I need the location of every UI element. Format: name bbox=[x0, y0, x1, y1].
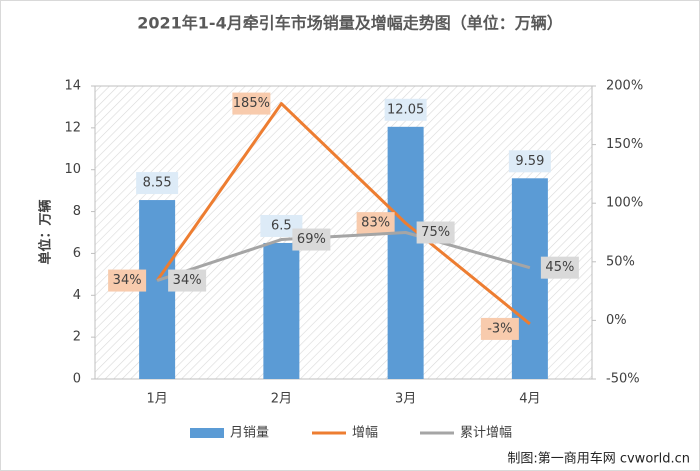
bar-value-label-bg bbox=[508, 150, 551, 173]
line bbox=[155, 102, 531, 326]
chart-title: 2021年1-4月牵引车市场销量及增幅走势图（单位：万辆） bbox=[137, 14, 562, 33]
line-value-label-bg bbox=[108, 269, 147, 292]
y2-tick-label: 200% bbox=[606, 79, 643, 94]
line-value-label: 83% bbox=[361, 216, 390, 231]
x-tick-label: 2月 bbox=[271, 392, 292, 407]
y-tick-label: 8 bbox=[73, 204, 81, 219]
line-value-label: 34% bbox=[113, 273, 142, 288]
y-tick-label: 0 bbox=[73, 372, 81, 387]
y-tick-label: 12 bbox=[64, 120, 81, 135]
y2-tick-label: 0% bbox=[606, 313, 627, 328]
bar bbox=[263, 242, 300, 379]
x-tick-label: 1月 bbox=[146, 392, 167, 407]
line-value-label-bg bbox=[416, 221, 455, 244]
y2-tick-label: 100% bbox=[606, 196, 643, 211]
bar-value-label: 9.59 bbox=[515, 154, 544, 169]
x-tick-label: 4月 bbox=[519, 392, 540, 407]
y-tick-label: 6 bbox=[73, 246, 81, 261]
y-tick-label: 14 bbox=[64, 79, 81, 94]
line-value-label-bg bbox=[232, 92, 271, 115]
watermark: 制图:第一商用车网 cvworld.cn bbox=[507, 451, 690, 467]
bar-value-label: 6.5 bbox=[271, 218, 292, 233]
line-value-label-bg bbox=[480, 317, 519, 340]
line bbox=[156, 231, 531, 282]
legend-label: 累计增幅 bbox=[460, 426, 512, 441]
y-tick-label: 2 bbox=[73, 330, 81, 345]
line-value-label-bg bbox=[168, 269, 207, 292]
line-value-label: 45% bbox=[545, 260, 574, 275]
bar bbox=[387, 126, 424, 379]
y2-tick-label: 50% bbox=[606, 254, 635, 269]
y-tick-label: 10 bbox=[64, 162, 81, 177]
legend-label: 月销量 bbox=[230, 426, 269, 441]
bar-value-label-bg bbox=[260, 214, 303, 237]
line-value-label-bg bbox=[356, 212, 395, 235]
legend-swatch bbox=[190, 428, 224, 438]
line-value-label-bg bbox=[540, 256, 579, 279]
line-value-label: 34% bbox=[173, 273, 202, 288]
x-tick-label: 3月 bbox=[395, 392, 416, 407]
bar-value-label: 12.05 bbox=[387, 102, 424, 117]
y2-tick-label: 150% bbox=[606, 137, 643, 152]
y-tick-label: 4 bbox=[73, 288, 81, 303]
line-value-label: 69% bbox=[297, 232, 326, 247]
legend-label: 增幅 bbox=[352, 426, 378, 441]
line-value-label-bg bbox=[292, 228, 331, 251]
line-value-label: 75% bbox=[421, 225, 450, 240]
line-value-label: 185% bbox=[233, 96, 270, 111]
y-axis-label: 单位：万辆 bbox=[38, 199, 54, 264]
line-value-label: -3% bbox=[487, 321, 512, 336]
bar-value-label: 8.55 bbox=[143, 176, 172, 191]
bar-value-label-bg bbox=[384, 98, 427, 121]
bar-value-label-bg bbox=[136, 172, 179, 195]
y2-tick-label: -50% bbox=[606, 372, 640, 387]
